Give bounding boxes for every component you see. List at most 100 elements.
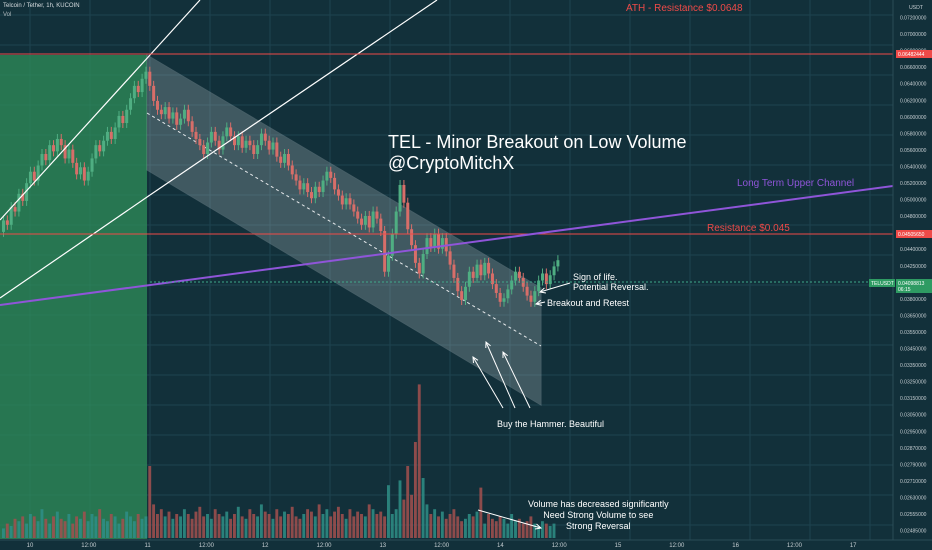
candle-body bbox=[233, 136, 236, 146]
candle-body bbox=[194, 131, 198, 139]
volume-bar bbox=[55, 511, 59, 538]
time-axis[interactable]: 10 12:00 11 12:00 12 12:00 13 12:00 14 12:00 15 12:… bbox=[0, 539, 932, 550]
arrow-line bbox=[485, 341, 516, 409]
volume-bar bbox=[44, 518, 48, 538]
candle-body bbox=[398, 184, 402, 212]
candle-body bbox=[244, 140, 248, 148]
price-axis[interactable]: USDT0.072000000.070000000.068000000.0660… bbox=[869, 0, 932, 550]
candle-body bbox=[2, 220, 5, 232]
volume-bar bbox=[132, 521, 136, 538]
volume-bar bbox=[140, 518, 144, 538]
volume-bar bbox=[152, 504, 156, 538]
long-term-upper-channel bbox=[0, 185, 894, 306]
volume-note-line-1: Volume has decreased significantly bbox=[528, 499, 669, 509]
ath-resistance-label: ATH - Resistance $0.0648 bbox=[626, 3, 743, 14]
candle-body bbox=[125, 109, 129, 124]
volume-bar bbox=[263, 511, 267, 538]
volume-bar bbox=[240, 516, 244, 538]
price-tick-label: 0.06400000 bbox=[900, 82, 927, 88]
volume-bar bbox=[506, 523, 510, 538]
candle-body bbox=[294, 174, 298, 181]
candle-body bbox=[221, 136, 225, 150]
volume-bar bbox=[194, 511, 198, 538]
candle-body bbox=[44, 154, 48, 161]
volume-bar bbox=[271, 518, 275, 538]
candle-body bbox=[25, 183, 29, 201]
candle-body bbox=[371, 211, 375, 228]
volume-bar bbox=[259, 504, 263, 538]
breakout-note: Breakout and Retest bbox=[547, 298, 630, 308]
candle-body bbox=[129, 98, 133, 110]
volume-bar bbox=[448, 514, 452, 538]
volume-bar bbox=[63, 521, 67, 538]
trend-lines bbox=[0, 0, 894, 306]
price-tick-label: 0.05600000 bbox=[900, 148, 927, 154]
arrow-line bbox=[472, 356, 504, 409]
currency-label: USDT bbox=[909, 5, 924, 11]
candle-body bbox=[510, 280, 514, 290]
volume-bar bbox=[352, 516, 356, 538]
volume-note-line-2: Need Strong Volume to see bbox=[543, 510, 654, 520]
candle-body bbox=[59, 138, 63, 146]
time-tick-label: 11 bbox=[144, 543, 151, 549]
volume-bar bbox=[475, 511, 479, 538]
candle-body bbox=[487, 262, 491, 274]
candle-body bbox=[544, 273, 548, 285]
volume-bar bbox=[186, 514, 190, 538]
volume-bar bbox=[440, 511, 444, 538]
candle-body bbox=[367, 215, 371, 228]
candle-body bbox=[28, 171, 32, 184]
volume-bar bbox=[348, 509, 352, 538]
price-tick-label: 0.02555000 bbox=[900, 512, 927, 518]
volume-bar bbox=[286, 514, 290, 538]
time-tick-label: 16 bbox=[732, 543, 739, 549]
arrowhead bbox=[538, 287, 547, 294]
volume-bar bbox=[5, 523, 9, 538]
volume-bar bbox=[402, 499, 406, 538]
candle-body bbox=[52, 145, 56, 152]
candle-body bbox=[279, 156, 283, 163]
price-tick-label: 0.03050000 bbox=[900, 413, 927, 419]
volume-bar bbox=[413, 442, 417, 538]
volume-bar bbox=[144, 516, 148, 538]
volume-bar bbox=[517, 518, 521, 538]
volume-bar bbox=[117, 523, 121, 538]
candle-body bbox=[317, 186, 321, 193]
candle-body bbox=[329, 171, 333, 178]
arrowhead bbox=[535, 523, 543, 530]
volume-bar bbox=[129, 516, 132, 538]
volume-bar bbox=[217, 514, 221, 538]
volume-bar bbox=[360, 514, 363, 538]
candle-body bbox=[533, 291, 537, 302]
ath-price-tag-bg bbox=[896, 50, 932, 58]
candle-body bbox=[136, 85, 140, 93]
price-tick-label: 0.06600000 bbox=[900, 65, 927, 71]
volume-bar bbox=[490, 518, 494, 538]
volume-bar bbox=[163, 516, 167, 538]
price-tick-label: 0.03450000 bbox=[900, 347, 927, 353]
candle-body bbox=[94, 145, 98, 159]
candle-body bbox=[82, 167, 86, 181]
price-axis-background bbox=[893, 0, 932, 550]
candle-body bbox=[225, 127, 229, 137]
candle-body bbox=[452, 264, 456, 278]
volume-bar bbox=[105, 521, 109, 538]
candle-body bbox=[325, 171, 329, 181]
volume-bar bbox=[2, 528, 5, 538]
volume-bar bbox=[537, 526, 541, 538]
price-tick-label: 0.02710000 bbox=[900, 479, 927, 485]
volume-bar bbox=[202, 516, 206, 538]
candle-body bbox=[32, 171, 36, 181]
annotation-arrows bbox=[472, 282, 571, 530]
volume-bar bbox=[410, 494, 413, 538]
volume-bar bbox=[290, 506, 294, 538]
candle-body bbox=[406, 202, 410, 230]
rising-trendline-lower-right bbox=[149, 0, 438, 196]
title-line-2: @CryptoMitchX bbox=[388, 153, 515, 173]
time-tick-label: 12:00 bbox=[669, 543, 685, 549]
candle-body bbox=[541, 273, 544, 281]
candle-body bbox=[556, 260, 560, 267]
candle-body bbox=[236, 136, 240, 146]
volume-bar bbox=[98, 509, 102, 538]
